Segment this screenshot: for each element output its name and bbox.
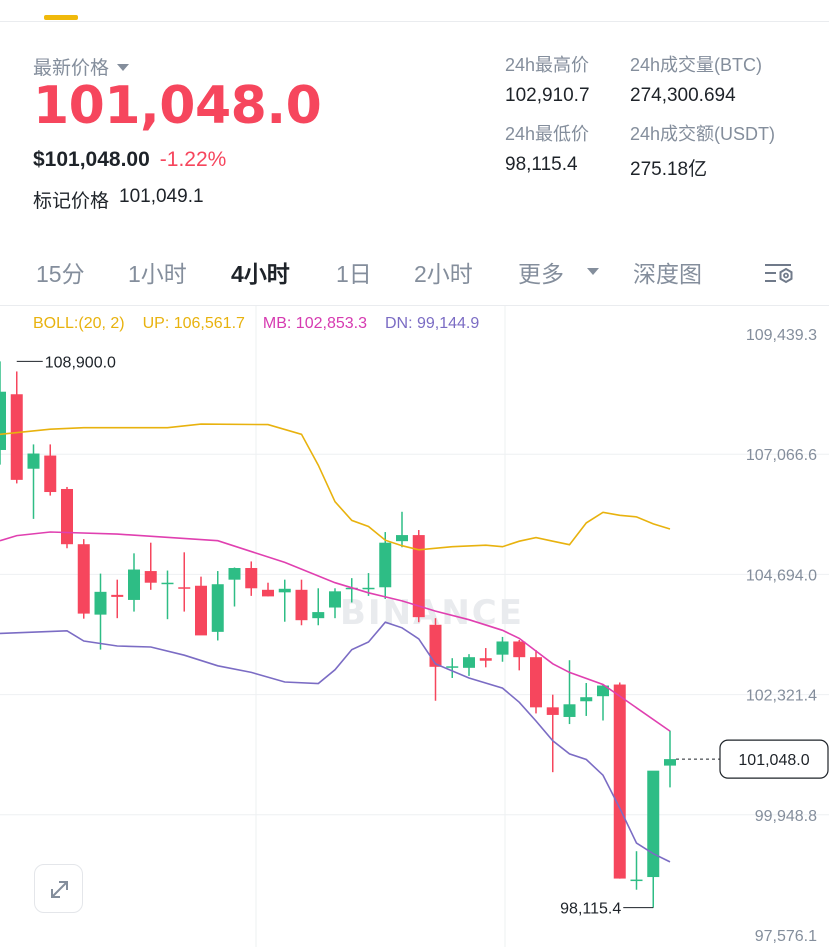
mark-price-value: 101,049.1 bbox=[119, 186, 204, 207]
boll-upper-line bbox=[0, 423, 671, 551]
candle-body bbox=[94, 591, 107, 615]
usd-price: $101,048.00 bbox=[33, 148, 150, 171]
boll-up-value: UP: 106,561.7 bbox=[142, 315, 245, 332]
candle-body bbox=[563, 704, 576, 717]
candle-body bbox=[597, 685, 609, 697]
y-axis-tick-label: 102,321.4 bbox=[746, 688, 817, 705]
candle-body bbox=[630, 879, 643, 882]
stat-24h-volume-btc-label: 24h成交量(BTC) bbox=[630, 55, 763, 75]
candle-body bbox=[379, 542, 392, 588]
tab-4h[interactable]: 4小时 bbox=[231, 261, 290, 287]
y-axis-tick-label: 104,694.0 bbox=[746, 567, 817, 584]
candle-body bbox=[144, 571, 157, 583]
stat-24h-low-value: 98,115.4 bbox=[505, 154, 578, 175]
candle-body bbox=[161, 582, 174, 585]
tab-15m[interactable]: 15分 bbox=[36, 261, 85, 287]
candle-body bbox=[479, 658, 492, 661]
low-marker-label: 98,115.4 bbox=[560, 901, 621, 918]
candle-body bbox=[245, 568, 258, 589]
candle-body bbox=[329, 591, 341, 608]
usd-price-row: $101,048.00 -1.22% bbox=[33, 148, 226, 172]
candle-body bbox=[446, 666, 459, 668]
stat-24h-high-value: 102,910.7 bbox=[505, 85, 590, 106]
candle-body bbox=[211, 584, 224, 632]
top-divider bbox=[0, 21, 829, 22]
mark-price-label: 标记价格 bbox=[33, 191, 110, 212]
current-price-box bbox=[719, 739, 829, 779]
expand-icon bbox=[51, 881, 68, 898]
tab-depth[interactable]: 深度图 bbox=[633, 261, 702, 287]
boll-title: BOLL:(20, 2) bbox=[33, 315, 125, 332]
y-axis-tick-label: 97,576.1 bbox=[755, 928, 817, 945]
candle-body bbox=[262, 589, 274, 597]
candle-body bbox=[111, 594, 124, 597]
candle-body bbox=[647, 770, 660, 878]
stat-24h-volume-usdt-value: 275.18亿 bbox=[630, 159, 708, 180]
tab-more[interactable]: 更多 bbox=[518, 261, 564, 287]
stat-24h-high: 24h最高价 102,910.7 bbox=[505, 51, 590, 107]
y-axis-tick-label: 107,066.6 bbox=[746, 447, 817, 464]
stat-24h-volume-btc-value: 274,300.694 bbox=[630, 85, 736, 106]
candle-body bbox=[513, 641, 526, 658]
candle-body bbox=[128, 569, 140, 600]
candle-body bbox=[396, 535, 408, 542]
top-tab-indicator bbox=[44, 15, 78, 20]
candlestick-chart[interactable]: BINANCE109,439.3107,066.6104,694.0102,32… bbox=[0, 306, 829, 947]
boll-mb-value: MB: 102,853.3 bbox=[262, 315, 367, 332]
stat-24h-low-label: 24h最低价 bbox=[505, 124, 590, 144]
chart-settings-button[interactable] bbox=[762, 259, 796, 289]
candle-body bbox=[580, 697, 593, 702]
boll-lower-line bbox=[0, 621, 671, 863]
last-price: 101,048.0 bbox=[33, 76, 322, 136]
tab-1h[interactable]: 1小时 bbox=[128, 261, 187, 287]
interval-tabs: 15分 1小时 4小时 1日 2小时 更多 深度图 bbox=[0, 255, 829, 297]
current-price-label: 101,048.0 bbox=[738, 752, 809, 769]
stat-24h-low: 24h最低价 98,115.4 bbox=[505, 120, 589, 176]
caret-down-icon bbox=[117, 64, 130, 71]
price-change-percent: -1.22% bbox=[159, 148, 227, 171]
candle-body bbox=[295, 589, 308, 621]
candle-body bbox=[546, 707, 559, 715]
chart-divider bbox=[0, 305, 829, 306]
stat-24h-volume-btc: 24h成交量(BTC) 274,300.694 bbox=[630, 51, 762, 107]
candle-body bbox=[530, 657, 542, 708]
candle-body bbox=[463, 657, 475, 668]
candle-body bbox=[613, 684, 626, 879]
mark-price-row: 标记价格 101,049.1 bbox=[33, 186, 204, 213]
candle-body bbox=[0, 391, 6, 450]
candle-body bbox=[228, 568, 241, 580]
boll-legend: BOLL:(20, 2) UP: 106,561.7 MB: 102,853.3… bbox=[33, 315, 479, 333]
candle-body bbox=[77, 544, 90, 614]
price-type-selector[interactable]: 最新价格 bbox=[33, 53, 130, 80]
candle-body bbox=[61, 488, 73, 545]
y-axis-tick-label: 99,948.8 bbox=[755, 808, 817, 825]
candle-body bbox=[178, 587, 191, 589]
candle-body bbox=[362, 587, 375, 590]
tab-1d[interactable]: 1日 bbox=[336, 261, 372, 287]
candle-body bbox=[195, 585, 207, 636]
stat-24h-volume-usdt: 24h成交额(USDT) 275.18亿 bbox=[630, 120, 775, 181]
more-caret-down-icon bbox=[587, 268, 599, 275]
candle-body bbox=[312, 612, 325, 619]
candle-body bbox=[664, 759, 676, 766]
y-axis-tick-label: 109,439.3 bbox=[746, 327, 817, 344]
candle-body bbox=[429, 624, 442, 667]
chart-settings-icon bbox=[765, 264, 793, 284]
stat-24h-volume-usdt-label: 24h成交额(USDT) bbox=[630, 124, 776, 144]
candle-body bbox=[44, 455, 57, 493]
candle-body bbox=[27, 453, 40, 469]
high-marker-label: 108,900.0 bbox=[45, 354, 116, 371]
candle-body bbox=[278, 588, 291, 593]
tab-2h[interactable]: 2小时 bbox=[414, 261, 473, 287]
boll-dn-value: DN: 99,144.9 bbox=[384, 315, 480, 332]
expand-chart-button[interactable] bbox=[34, 864, 83, 913]
price-type-label: 最新价格 bbox=[33, 58, 110, 79]
candle-body bbox=[496, 641, 509, 655]
candle-body bbox=[412, 535, 425, 618]
stat-24h-high-label: 24h最高价 bbox=[505, 55, 590, 75]
boll-middle-line bbox=[0, 531, 671, 732]
candle-body bbox=[10, 394, 23, 480]
